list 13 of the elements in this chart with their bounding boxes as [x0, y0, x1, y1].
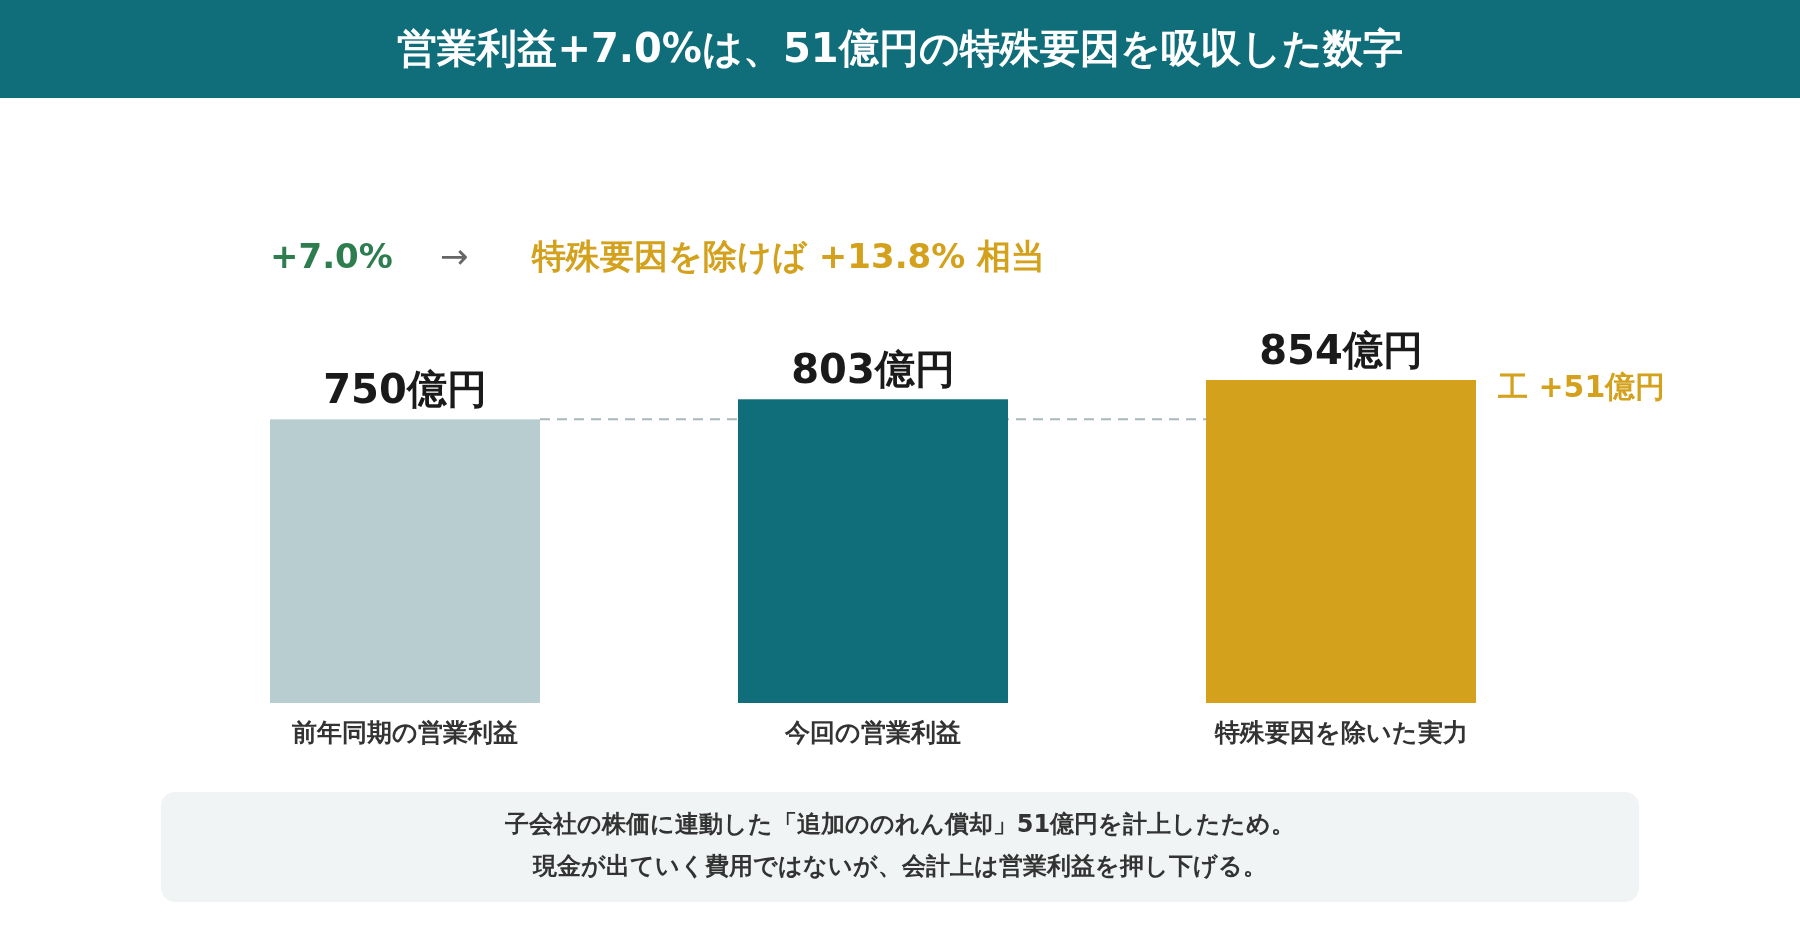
data-label: 854億円 [1259, 327, 1423, 373]
text: 子会社の株価に連動した「追加ののれん償却」51億円を計上したため。 [503, 810, 1296, 838]
text: 現金が出ていく費用ではないが、会計上は営業利益を押し下げる。 [532, 852, 1267, 880]
annotation: 工 +51億円 [1497, 369, 1666, 404]
x-tick-label: 特殊要因を除いた実力 [1213, 718, 1468, 747]
chart-title: 営業利益+7.0%は、51億円の特殊要因を吸収した数字 [397, 25, 1403, 71]
x-tick-label: 今回の営業利益 [784, 718, 961, 747]
x-tick-label: 前年同期の営業利益 [291, 718, 518, 747]
text: +7.0% [270, 236, 393, 276]
text: 特殊要因を除けば +13.8% 相当 [531, 236, 1046, 276]
text: → [440, 236, 469, 276]
data-label: 750億円 [323, 366, 487, 413]
data-label: 803億円 [791, 346, 955, 393]
